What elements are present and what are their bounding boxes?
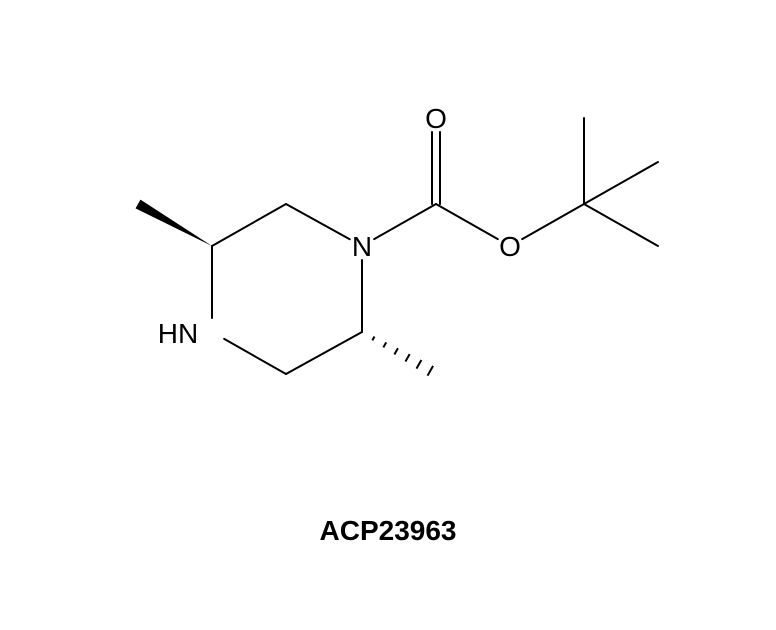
o-double-label: O [425,103,447,134]
molecule-diagram: N HN O O ACP23963 [0,0,776,630]
o-single-label: O [499,231,521,262]
hn-atom-label: HN [158,318,198,349]
n-atom-label: N [352,231,372,262]
bonds [136,118,658,376]
compound-id: ACP23963 [320,515,457,546]
